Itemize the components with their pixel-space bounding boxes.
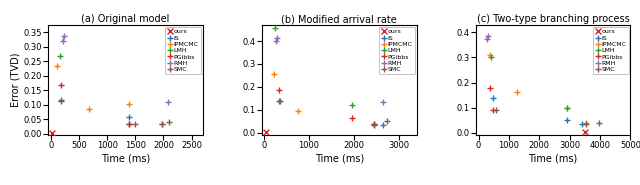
Point <box>47 131 58 134</box>
Point <box>485 53 495 56</box>
Point <box>60 34 70 37</box>
Point <box>488 109 499 112</box>
Point <box>270 27 280 30</box>
X-axis label: Time (ms): Time (ms) <box>529 153 577 163</box>
Legend: ours, IS, IPMCMC, LMH, PGibbs, RMH, SMC: ours, IS, IPMCMC, LMH, PGibbs, RMH, SMC <box>593 27 628 75</box>
Point <box>271 40 282 43</box>
Legend: ours, IS, IPMCMC, LMH, PGibbs, RMH, SMC: ours, IS, IPMCMC, LMH, PGibbs, RMH, SMC <box>379 27 415 75</box>
Point <box>124 102 134 105</box>
Point <box>382 120 392 123</box>
Point <box>271 36 282 39</box>
Point <box>56 99 66 102</box>
Point <box>369 122 379 125</box>
Point <box>58 39 68 42</box>
Point <box>491 109 501 112</box>
Point <box>163 100 173 103</box>
Title: (c) Two-type branching process: (c) Two-type branching process <box>477 14 629 24</box>
Point <box>580 130 590 133</box>
Point <box>56 83 66 86</box>
Point <box>378 124 388 127</box>
Point <box>488 96 499 99</box>
Point <box>378 100 388 103</box>
Point <box>157 122 168 125</box>
Title: (b) Modified arrival rate: (b) Modified arrival rate <box>282 14 397 24</box>
Point <box>485 86 495 89</box>
Point <box>561 106 572 109</box>
Point <box>369 122 379 125</box>
Point <box>346 104 356 107</box>
Point <box>593 121 604 124</box>
Point <box>260 130 271 133</box>
Point <box>84 107 94 110</box>
X-axis label: Time (ms): Time (ms) <box>315 153 364 163</box>
Point <box>269 72 280 75</box>
Point <box>56 100 66 103</box>
Point <box>581 121 591 124</box>
Point <box>124 122 134 125</box>
Point <box>581 123 591 126</box>
Point <box>124 116 134 119</box>
Point <box>346 116 356 119</box>
Point <box>52 64 63 67</box>
Y-axis label: Error (TVD): Error (TVD) <box>10 53 20 107</box>
Point <box>561 119 572 122</box>
Point <box>369 123 379 126</box>
Title: (a) Original model: (a) Original model <box>81 14 170 24</box>
Point <box>482 37 492 40</box>
Point <box>274 89 284 92</box>
Point <box>483 35 493 38</box>
X-axis label: Time (ms): Time (ms) <box>101 153 150 163</box>
Point <box>486 56 496 59</box>
Point <box>274 99 284 102</box>
Point <box>577 122 587 125</box>
Point <box>512 90 522 93</box>
Point <box>157 122 168 125</box>
Point <box>55 55 65 58</box>
Point <box>164 121 174 124</box>
Point <box>124 123 134 126</box>
Point <box>275 99 285 102</box>
Legend: ours, IS, IPMCMC, LMH, PGibbs, RMH, SMC: ours, IS, IPMCMC, LMH, PGibbs, RMH, SMC <box>165 27 201 75</box>
Point <box>561 107 572 110</box>
Point <box>292 109 303 112</box>
Point <box>130 122 140 125</box>
